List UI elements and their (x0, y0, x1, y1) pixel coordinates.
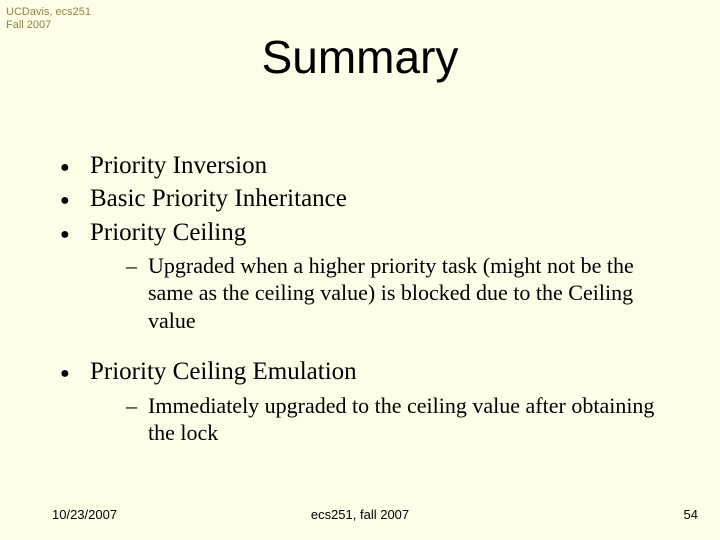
bullet-text: Basic Priority Inheritance (90, 183, 680, 214)
bullet-text: Priority Ceiling Emulation (90, 356, 680, 387)
dash-icon: – (126, 252, 148, 280)
bullet-item: ● Basic Priority Inheritance (60, 183, 680, 214)
sub-bullet-item: – Immediately upgraded to the ceiling va… (126, 392, 680, 447)
bullet-icon: ● (60, 356, 90, 384)
sub-bullet-group: – Upgraded when a higher priority task (… (60, 252, 680, 335)
sub-bullet-group: – Immediately upgraded to the ceiling va… (60, 392, 680, 447)
bullet-item: ● Priority Inversion (60, 150, 680, 181)
bullet-item: ● Priority Ceiling (60, 217, 680, 248)
bullet-text: Priority Ceiling (90, 217, 680, 248)
slide-title: Summary (0, 30, 720, 84)
header-line-1: UCDavis, ecs251 (6, 6, 91, 19)
sub-bullet-text: Upgraded when a higher priority task (mi… (148, 252, 680, 335)
sub-bullet-item: – Upgraded when a higher priority task (… (126, 252, 680, 335)
dash-icon: – (126, 392, 148, 420)
footer-center: ecs251, fall 2007 (0, 507, 720, 522)
slide-header: UCDavis, ecs251 Fall 2007 (6, 6, 91, 32)
bullet-item: ● Priority Ceiling Emulation (60, 356, 680, 387)
sub-bullet-text: Immediately upgraded to the ceiling valu… (148, 392, 680, 447)
bullet-text: Priority Inversion (90, 150, 680, 181)
footer-page-number: 54 (684, 507, 698, 522)
bullet-icon: ● (60, 150, 90, 178)
slide-body: ● Priority Inversion ● Basic Priority In… (60, 150, 680, 453)
bullet-icon: ● (60, 217, 90, 245)
slide: UCDavis, ecs251 Fall 2007 Summary ● Prio… (0, 0, 720, 540)
bullet-icon: ● (60, 183, 90, 211)
